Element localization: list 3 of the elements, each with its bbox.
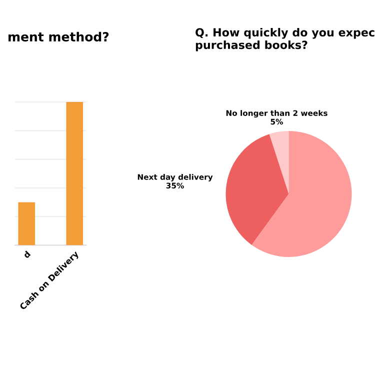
chart-title: Q. How quickly do you expec purchased books? (196, 28, 374, 52)
x-tick-label: d (22, 250, 31, 259)
chart-title: ment method? (8, 32, 109, 42)
